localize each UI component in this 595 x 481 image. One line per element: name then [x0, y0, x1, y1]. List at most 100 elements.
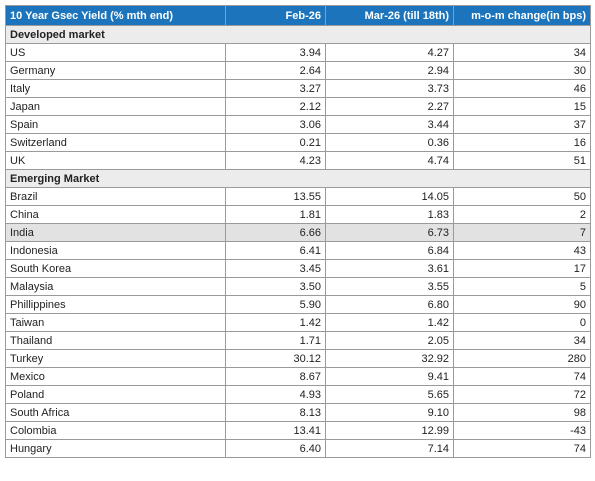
value-cell: 1.42 — [325, 313, 454, 332]
value-cell: 50 — [453, 187, 591, 206]
data-row: Switzerland 0.21 0.36 16 — [5, 133, 591, 152]
data-row: South Africa 8.13 9.10 98 — [5, 403, 591, 422]
value-cell: 8.67 — [225, 367, 326, 386]
country-cell: Hungary — [5, 439, 226, 458]
value-cell: 7.14 — [325, 439, 454, 458]
value-cell: 0.21 — [225, 133, 326, 152]
country-cell: South Korea — [5, 259, 226, 278]
country-cell: South Africa — [5, 403, 226, 422]
value-cell: 34 — [453, 43, 591, 62]
country-cell: Mexico — [5, 367, 226, 386]
data-row: Turkey 30.12 32.92 280 — [5, 349, 591, 368]
data-row: Taiwan 1.42 1.42 0 — [5, 313, 591, 332]
country-cell: Italy — [5, 79, 226, 98]
value-cell: 3.44 — [325, 115, 454, 134]
value-cell: 30 — [453, 61, 591, 80]
table-body: Developed market US 3.94 4.27 34 Germany 2.64 2… — [5, 25, 591, 458]
value-cell: 3.45 — [225, 259, 326, 278]
data-row: Indonesia 6.41 6.84 43 — [5, 241, 591, 260]
data-row: Thailand 1.71 2.05 34 — [5, 331, 591, 350]
country-cell: Turkey — [5, 349, 226, 368]
country-cell: Phillippines — [5, 295, 226, 314]
data-row: UK 4.23 4.74 51 — [5, 151, 591, 170]
value-cell: 5.65 — [325, 385, 454, 404]
section-title: Emerging Market — [5, 169, 591, 188]
value-cell: 6.41 — [225, 241, 326, 260]
value-cell: 6.80 — [325, 295, 454, 314]
country-cell: Germany — [5, 61, 226, 80]
value-cell: 4.93 — [225, 385, 326, 404]
value-cell: 4.74 — [325, 151, 454, 170]
value-cell: 37 — [453, 115, 591, 134]
data-row: Colombia 13.41 12.99 -43 — [5, 421, 591, 440]
value-cell: 14.05 — [325, 187, 454, 206]
section-row: Developed market — [5, 25, 591, 44]
value-cell: 3.94 — [225, 43, 326, 62]
country-cell: Brazil — [5, 187, 226, 206]
value-cell: 1.81 — [225, 205, 326, 224]
value-cell: -43 — [453, 421, 591, 440]
value-cell: 90 — [453, 295, 591, 314]
value-cell: 32.92 — [325, 349, 454, 368]
value-cell: 2.64 — [225, 61, 326, 80]
value-cell: 1.71 — [225, 331, 326, 350]
value-cell: 46 — [453, 79, 591, 98]
value-cell: 280 — [453, 349, 591, 368]
country-cell: US — [5, 43, 226, 62]
country-cell: Indonesia — [5, 241, 226, 260]
data-row: US 3.94 4.27 34 — [5, 43, 591, 62]
value-cell: 34 — [453, 331, 591, 350]
value-cell: 2.94 — [325, 61, 454, 80]
value-cell: 13.55 — [225, 187, 326, 206]
value-cell: 43 — [453, 241, 591, 260]
value-cell: 2.05 — [325, 331, 454, 350]
value-cell: 1.42 — [225, 313, 326, 332]
value-cell: 1.83 — [325, 205, 454, 224]
country-cell: Spain — [5, 115, 226, 134]
value-cell: 13.41 — [225, 421, 326, 440]
header-cell: m-o-m change(in bps) — [453, 5, 591, 26]
section-title: Developed market — [5, 25, 591, 44]
country-cell: India — [5, 223, 226, 242]
data-row: Malaysia 3.50 3.55 5 — [5, 277, 591, 296]
data-row: India 6.66 6.73 7 — [5, 223, 591, 242]
data-row: Mexico 8.67 9.41 74 — [5, 367, 591, 386]
data-row: Italy 3.27 3.73 46 — [5, 79, 591, 98]
country-cell: Switzerland — [5, 133, 226, 152]
value-cell: 5 — [453, 277, 591, 296]
value-cell: 74 — [453, 367, 591, 386]
value-cell: 98 — [453, 403, 591, 422]
value-cell: 3.50 — [225, 277, 326, 296]
value-cell: 12.99 — [325, 421, 454, 440]
value-cell: 3.06 — [225, 115, 326, 134]
data-row: Brazil 13.55 14.05 50 — [5, 187, 591, 206]
value-cell: 4.27 — [325, 43, 454, 62]
value-cell: 3.61 — [325, 259, 454, 278]
value-cell: 6.66 — [225, 223, 326, 242]
data-row: Hungary 6.40 7.14 74 — [5, 439, 591, 458]
data-row: Japan 2.12 2.27 15 — [5, 97, 591, 116]
data-row: Poland 4.93 5.65 72 — [5, 385, 591, 404]
section-row: Emerging Market — [5, 169, 591, 188]
value-cell: 3.55 — [325, 277, 454, 296]
value-cell: 72 — [453, 385, 591, 404]
value-cell: 17 — [453, 259, 591, 278]
header-row: 10 Year Gsec Yield (% mth end) Feb-26 Mar-… — [5, 5, 591, 26]
value-cell: 0.36 — [325, 133, 454, 152]
value-cell: 2.27 — [325, 97, 454, 116]
value-cell: 3.73 — [325, 79, 454, 98]
country-cell: Taiwan — [5, 313, 226, 332]
value-cell: 7 — [453, 223, 591, 242]
data-row: South Korea 3.45 3.61 17 — [5, 259, 591, 278]
header-cell: Feb-26 — [225, 5, 326, 26]
value-cell: 15 — [453, 97, 591, 116]
header-cell: 10 Year Gsec Yield (% mth end) — [5, 5, 226, 26]
value-cell: 30.12 — [225, 349, 326, 368]
value-cell: 51 — [453, 151, 591, 170]
value-cell: 9.41 — [325, 367, 454, 386]
value-cell: 8.13 — [225, 403, 326, 422]
value-cell: 4.23 — [225, 151, 326, 170]
data-row: Phillippines 5.90 6.80 90 — [5, 295, 591, 314]
value-cell: 2 — [453, 205, 591, 224]
